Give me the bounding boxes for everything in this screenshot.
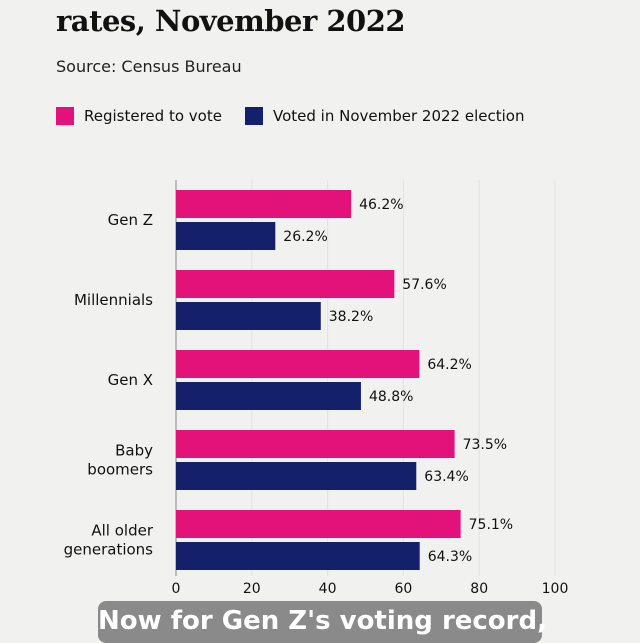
- data-label: 48.8%: [369, 389, 413, 405]
- bar: [176, 222, 276, 250]
- data-label: 64.2%: [427, 357, 471, 373]
- bar: [176, 302, 321, 330]
- bar: [176, 510, 461, 538]
- x-tick-label: 20: [243, 581, 261, 597]
- chart-title: rates, November 2022: [56, 4, 406, 38]
- data-label: 57.6%: [402, 277, 446, 293]
- x-tick-label: 100: [542, 581, 569, 597]
- category-label: Gen Z: [108, 211, 153, 229]
- data-label: 73.5%: [463, 437, 507, 453]
- data-label: 38.2%: [329, 309, 373, 325]
- category-label: generations: [64, 541, 154, 559]
- data-label: 64.3%: [428, 549, 472, 565]
- data-label: 46.2%: [359, 197, 403, 213]
- video-caption: Now for Gen Z's voting record,: [98, 601, 547, 643]
- legend-swatch-registered: [56, 107, 74, 125]
- bar: [176, 382, 361, 410]
- x-tick-label: 80: [470, 581, 488, 597]
- legend-label-registered: Registered to vote: [84, 107, 222, 125]
- bar: [176, 462, 417, 490]
- bar: [176, 190, 352, 218]
- category-label: Gen X: [108, 371, 153, 389]
- bar: [176, 542, 420, 570]
- x-tick-label: 0: [172, 581, 181, 597]
- data-label: 26.2%: [283, 229, 327, 245]
- legend-label-voted: Voted in November 2022 election: [273, 107, 525, 125]
- chart-source: Source: Census Bureau: [56, 57, 242, 76]
- data-label: 63.4%: [424, 469, 468, 485]
- bar: [176, 430, 455, 458]
- category-label: All older: [91, 522, 153, 540]
- category-label: Millennials: [74, 291, 153, 309]
- category-label: Baby: [115, 442, 153, 460]
- bar: [176, 350, 420, 378]
- legend-swatch-voted: [245, 107, 263, 125]
- x-tick-label: 40: [319, 581, 337, 597]
- legend-registered: Registered to vote: [56, 107, 222, 125]
- data-label: 75.1%: [469, 517, 513, 533]
- x-tick-label: 60: [394, 581, 412, 597]
- legend-voted: Voted in November 2022 election: [245, 107, 524, 125]
- bar: [176, 270, 395, 298]
- category-label: boomers: [87, 461, 153, 479]
